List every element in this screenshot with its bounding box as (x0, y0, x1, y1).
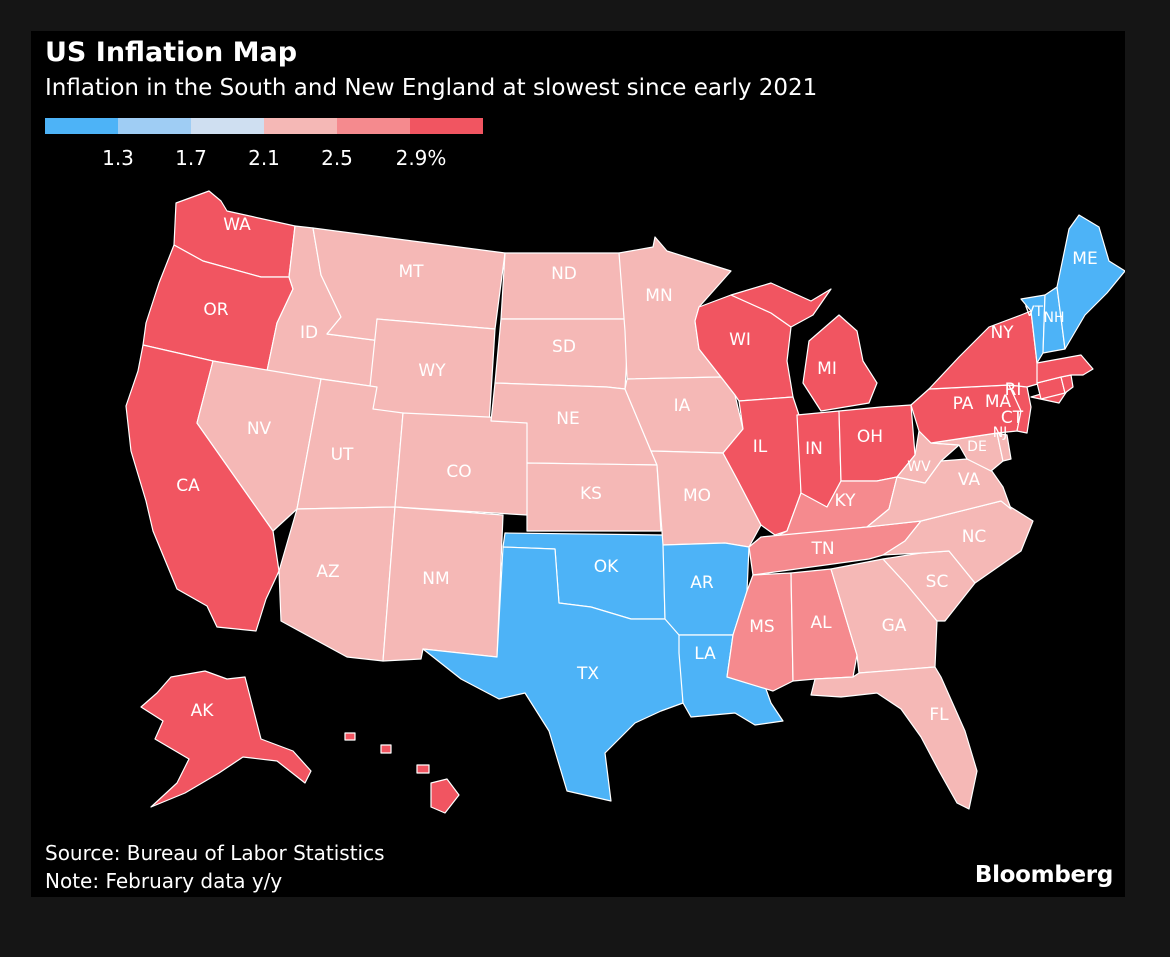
state-label: AL (810, 613, 832, 633)
state-label: TX (576, 664, 599, 684)
legend-label: 1.7 (175, 146, 207, 170)
state-ma[interactable] (1036, 354, 1094, 384)
data-note: Note: February data y/y (45, 869, 283, 893)
state-label: LA (694, 644, 716, 664)
state-label: MT (398, 262, 424, 282)
state-label: KS (580, 484, 602, 504)
legend-swatch (45, 118, 118, 134)
legend-label: 2.9% (395, 146, 447, 170)
legend-color-bar (45, 118, 483, 134)
state-label: CO (446, 462, 471, 482)
state-label: FL (929, 705, 949, 725)
state-label: NV (247, 419, 272, 439)
state-label: IL (753, 437, 768, 457)
state-mi[interactable] (730, 282, 878, 412)
state-label: MA (985, 392, 1012, 412)
legend-swatch (191, 118, 264, 134)
state-label: SD (552, 337, 576, 357)
state-tx[interactable] (422, 546, 684, 802)
state-label: IA (674, 396, 691, 416)
state-label: CA (176, 476, 200, 496)
state-label: ME (1072, 249, 1097, 269)
state-nd[interactable] (500, 252, 630, 320)
state-label: PA (953, 394, 974, 414)
state-label: IN (805, 439, 823, 459)
state-label: VT (1025, 304, 1044, 320)
chart-title: US Inflation Map (45, 37, 298, 68)
state-label: GA (882, 616, 907, 636)
state-label: WV (907, 459, 931, 475)
state-fl[interactable] (810, 666, 978, 810)
legend-label: 2.1 (248, 146, 280, 170)
alaska-island (344, 732, 356, 741)
state-label: NH (1044, 310, 1065, 326)
legend-swatch (118, 118, 191, 134)
state-label: NE (556, 409, 579, 429)
state-label: MS (749, 617, 774, 637)
state-label: ID (300, 323, 318, 343)
state-label: NC (962, 527, 987, 547)
state-label: NM (422, 569, 449, 589)
state-label: OK (594, 557, 619, 577)
state-hi[interactable] (430, 778, 460, 814)
state-nv[interactable] (196, 360, 322, 532)
legend-label: 2.5 (321, 146, 353, 170)
state-label: WA (223, 215, 251, 235)
legend-swatch (410, 118, 483, 134)
state-label: OH (857, 427, 883, 447)
state-label: WY (418, 361, 446, 381)
state-label: VA (958, 470, 981, 490)
hawaii-island (416, 764, 430, 774)
state-label: SC (926, 572, 949, 592)
us-state-map: WA OR CA AK ID MT WY NV UT CO AZ NM ND S… (125, 190, 1125, 814)
state-label: TN (810, 539, 834, 559)
state-label: KY (835, 491, 857, 511)
state-label: AK (191, 701, 215, 721)
legend-label: 1.3 (102, 146, 134, 170)
state-label: NY (990, 323, 1014, 343)
state-label: MI (817, 359, 837, 379)
source-note: Source: Bureau of Labor Statistics (45, 841, 385, 865)
state-label: AZ (316, 562, 339, 582)
legend-swatch (264, 118, 337, 134)
chart-subtitle: Inflation in the South and New England a… (45, 75, 818, 101)
state-label: CT (1001, 408, 1024, 428)
state-label: NJ (993, 425, 1008, 441)
state-de[interactable] (996, 432, 1012, 462)
state-label: AR (690, 573, 714, 593)
state-il[interactable] (722, 396, 802, 536)
bloomberg-logo: Bloomberg (974, 862, 1113, 888)
state-label: UT (331, 445, 354, 465)
state-label: DE (967, 439, 987, 455)
state-label: WI (729, 330, 751, 350)
state-label: ND (551, 264, 577, 284)
state-label: MO (683, 486, 711, 506)
legend-swatch (337, 118, 410, 134)
state-me[interactable] (1056, 214, 1125, 350)
hawaii-island (380, 744, 392, 754)
state-ak[interactable] (140, 670, 312, 808)
state-label: OR (203, 300, 228, 320)
state-az[interactable] (278, 506, 396, 662)
state-ks[interactable] (526, 462, 662, 532)
state-label: MN (645, 286, 672, 306)
state-vt[interactable] (1020, 294, 1046, 364)
chart-card: US Inflation Map Inflation in the South … (31, 31, 1125, 897)
state-label: RI (1005, 380, 1022, 400)
